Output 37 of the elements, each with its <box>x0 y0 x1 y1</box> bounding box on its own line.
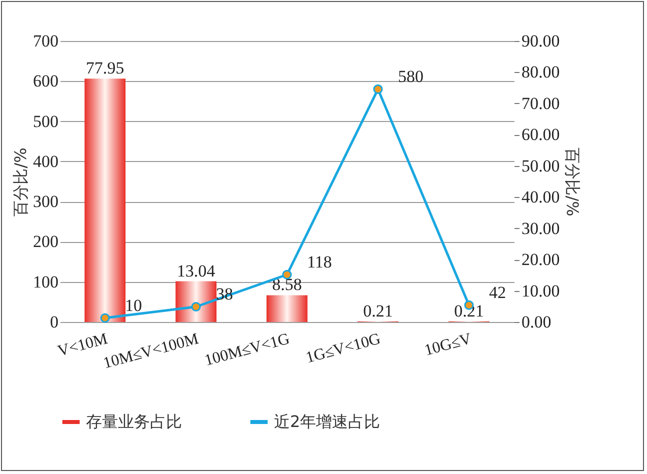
data-label: 13.04 <box>176 261 216 280</box>
y-tick-label: 100 <box>33 272 58 292</box>
bar <box>176 281 216 322</box>
data-label: 118 <box>307 252 332 272</box>
y-tick-label: 500 <box>33 112 58 131</box>
x-tick-label: 10G≤V <box>422 330 474 360</box>
y-tick-label: 200 <box>33 232 58 252</box>
data-label: 8.58 <box>272 275 302 294</box>
legend-label: 近2年增速占比 <box>274 412 380 431</box>
y2-tick-label: 80.00 <box>522 62 560 82</box>
bar <box>266 295 308 322</box>
y2-tick-label: 30.00 <box>522 218 560 238</box>
y-tick-label: 400 <box>33 152 58 171</box>
y2-tick-label: 0.00 <box>522 312 552 332</box>
y2-tick-label: 60.00 <box>522 125 560 144</box>
y-tick-label: 300 <box>33 192 58 212</box>
data-label: 77.95 <box>86 58 124 78</box>
data-label: 580 <box>398 67 424 86</box>
y-axis-title: 百分比/% <box>11 148 30 216</box>
y-tick-label: 0 <box>50 312 58 332</box>
legend-label: 存量业务占比 <box>86 412 182 431</box>
point <box>373 84 383 94</box>
y2-tick-label: 20.00 <box>522 250 560 270</box>
y2-axis-title: 百分比/% <box>562 148 582 216</box>
y2-tick-label: 10.00 <box>522 281 560 300</box>
bar <box>84 78 126 322</box>
data-label: 10 <box>125 296 142 315</box>
y2-tick-label: 90.00 <box>522 32 560 50</box>
y-tick-label: 700 <box>33 32 58 50</box>
point <box>282 270 292 280</box>
data-label: 42 <box>488 283 506 302</box>
y2-tick-label: 40.00 <box>522 188 560 207</box>
y-tick-label: 600 <box>33 72 58 91</box>
point <box>100 313 110 323</box>
y2-tick-label: 50.00 <box>522 156 560 176</box>
data-label: 0.21 <box>363 301 393 320</box>
y2-tick-label: 70.00 <box>522 94 560 113</box>
